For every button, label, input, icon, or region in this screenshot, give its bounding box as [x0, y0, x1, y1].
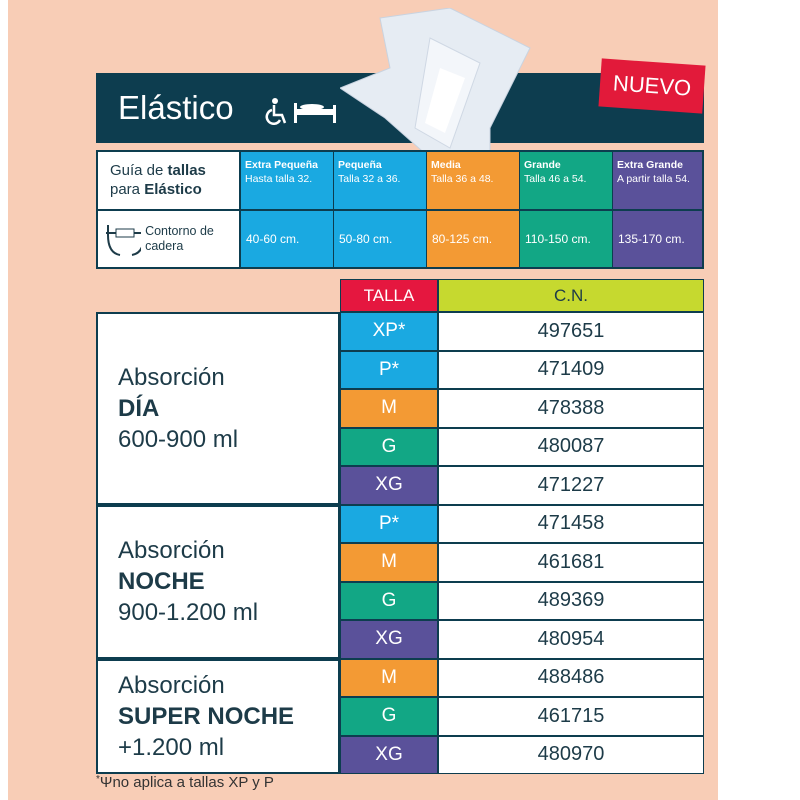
- cn-code-cell: 480087: [438, 427, 704, 466]
- hip-m: 80-125 cm.: [427, 211, 519, 267]
- size-cell: XG: [340, 466, 438, 505]
- cn-code-cell: 471409: [438, 350, 704, 389]
- hip-xp: 40-60 cm.: [241, 211, 333, 267]
- size-cell: M: [340, 543, 438, 582]
- footnote: *Ψno aplica a tallas XP y P: [96, 774, 274, 791]
- size-cell: P*: [340, 350, 438, 389]
- size-p: Pequeña Talla 32 a 36.: [334, 152, 426, 209]
- size-xp: Extra Pequeña Hasta talla 32.: [241, 152, 333, 209]
- cn-code-cell: 471227: [438, 466, 704, 505]
- cn-code-cell: 461681: [438, 543, 704, 582]
- hip-p: 50-80 cm.: [334, 211, 426, 267]
- cn-code-cell: 497651: [438, 312, 704, 351]
- size-guide-table: Guía de tallas para Elástico Contorno de…: [96, 150, 704, 269]
- absorption-group-label: Absorción DÍA 600-900 ml: [96, 312, 340, 505]
- size-g: Grande Talla 46 a 54.: [520, 152, 612, 209]
- cn-column-header: C.N.: [438, 279, 704, 312]
- size-cell: XG: [340, 620, 438, 659]
- size-cell: XG: [340, 735, 438, 774]
- diaper-product-image: [340, 8, 531, 184]
- size-cell: P*: [340, 504, 438, 543]
- size-xg: Extra Grande A partir talla 54.: [613, 152, 702, 209]
- size-cell: G: [340, 581, 438, 620]
- wheelchair-bed-icon: [265, 98, 336, 125]
- cn-code-cell: 480954: [438, 620, 704, 659]
- size-cell: M: [340, 389, 438, 428]
- cn-code-cell: 489369: [438, 581, 704, 620]
- absorption-group-label: Absorción SUPER NOCHE +1.200 ml: [96, 658, 340, 774]
- size-cell: M: [340, 658, 438, 697]
- elastic-stretch-icon: Ψ: [99, 774, 113, 791]
- hip-xg: 135-170 cm.: [613, 211, 702, 267]
- size-cell: G: [340, 697, 438, 736]
- cn-code-cell: 471458: [438, 504, 704, 543]
- hip-measure-icon: [106, 225, 142, 256]
- cn-code-cell: 488486: [438, 658, 704, 697]
- product-title: Elástico: [118, 89, 234, 126]
- size-cell: G: [340, 427, 438, 466]
- cn-code-cell: 478388: [438, 389, 704, 428]
- cn-code-cell: 480970: [438, 735, 704, 774]
- size-guide-heading: Guía de tallas para Elástico: [98, 152, 239, 209]
- size-m: Media Talla 36 a 48.: [427, 152, 519, 209]
- hip-g: 110-150 cm.: [520, 211, 612, 267]
- cn-code-cell: 461715: [438, 697, 704, 736]
- new-badge: NUEVO: [598, 58, 706, 114]
- talla-column-header: TALLA: [340, 279, 438, 312]
- hip-measure-label: Contorno de cadera: [98, 211, 239, 267]
- size-cell: XP*: [340, 312, 438, 351]
- absorption-group-label: Absorción NOCHE 900-1.200 ml: [96, 504, 340, 659]
